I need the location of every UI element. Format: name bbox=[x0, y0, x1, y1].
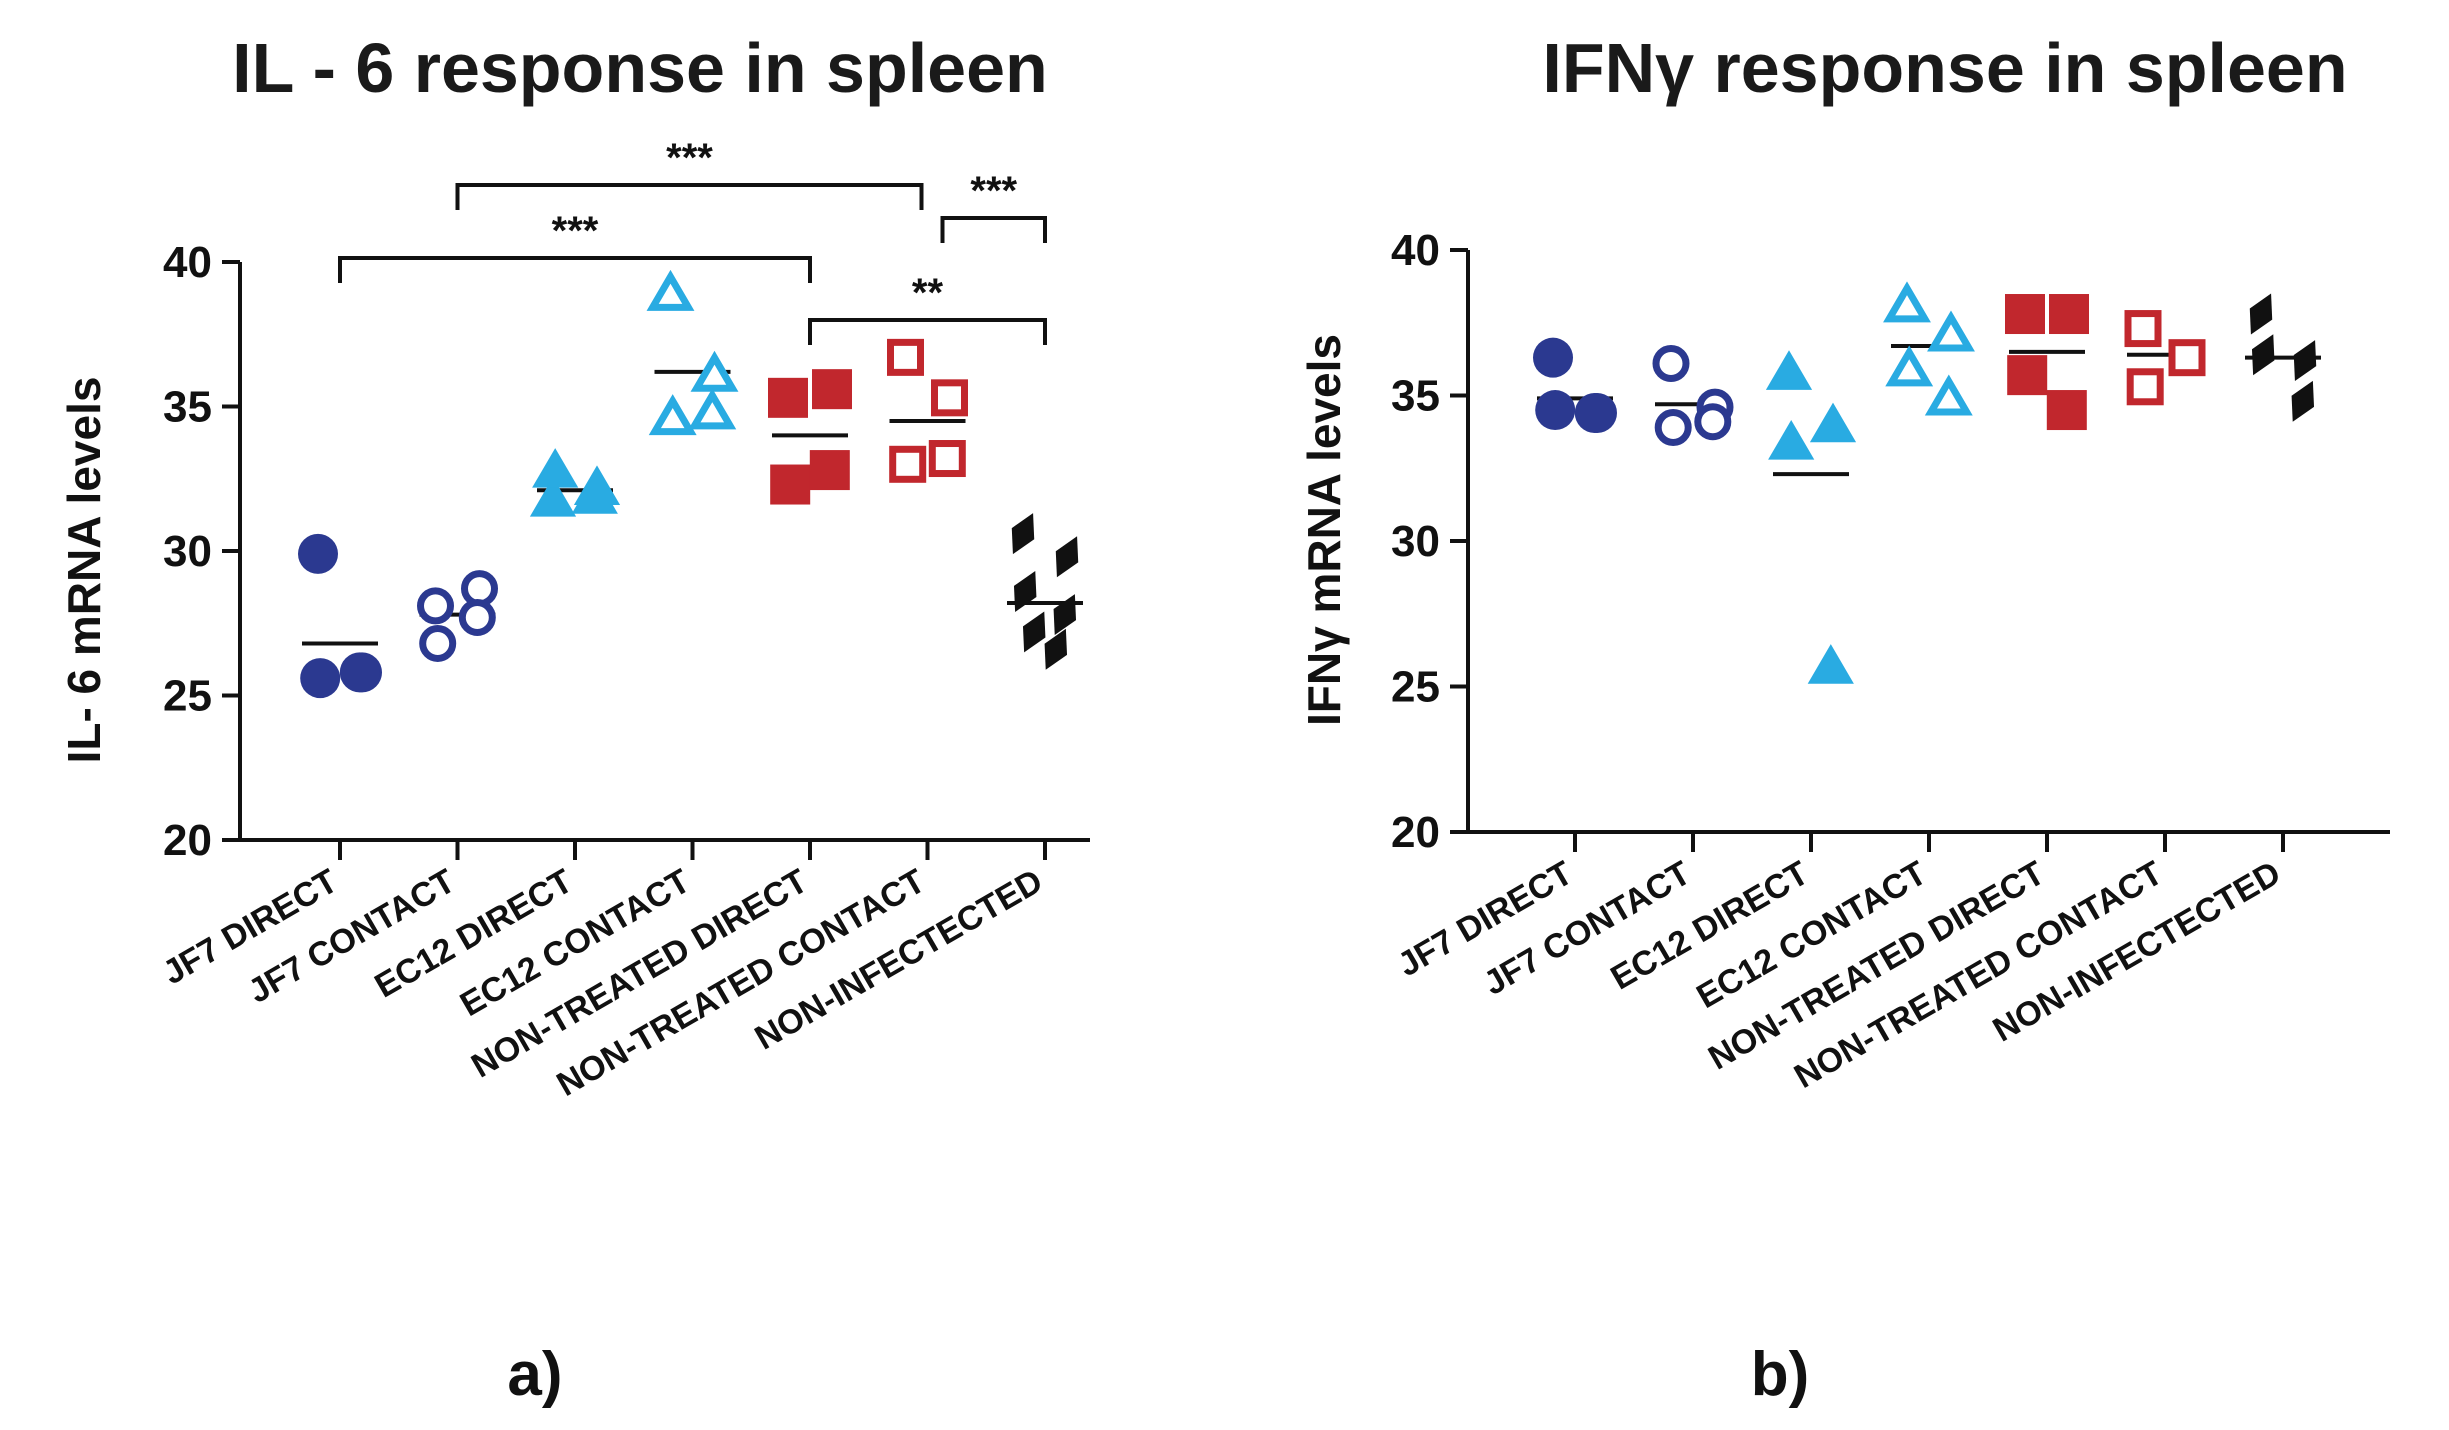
y-tick-label: 35 bbox=[1391, 372, 1440, 421]
point-non-infectected bbox=[1013, 570, 1037, 612]
y-tick-label: 30 bbox=[163, 527, 212, 576]
point-ec12-contact bbox=[690, 350, 739, 392]
point-non-infectected bbox=[1055, 536, 1079, 578]
point-non-treated-contact bbox=[2168, 339, 2206, 377]
category-label-jf7-contact: JF7 CONTACT bbox=[1477, 854, 1697, 1003]
significance-bracket bbox=[808, 318, 1047, 345]
point-ec12-direct bbox=[1768, 420, 1815, 460]
point-non-treated-contact bbox=[2124, 310, 2162, 348]
y-tick-label: 40 bbox=[1391, 226, 1440, 275]
point-non-treated-contact bbox=[2126, 368, 2164, 406]
point-non-treated-contact bbox=[931, 379, 968, 417]
point-jf7-contact bbox=[458, 598, 496, 636]
point-ec12-direct bbox=[571, 474, 618, 514]
significance-label: *** bbox=[666, 136, 713, 180]
point-ec12-direct bbox=[529, 476, 577, 517]
data-points bbox=[1533, 281, 2317, 684]
point-non-treated-direct bbox=[2007, 355, 2048, 396]
point-jf7-direct bbox=[339, 652, 380, 693]
point-jf7-contact bbox=[1694, 403, 1732, 441]
point-non-treated-direct bbox=[2005, 294, 2045, 335]
point-non-treated-contact bbox=[887, 338, 924, 376]
y-ticks: 20 25 30 35 40 bbox=[1391, 226, 1468, 857]
point-jf7-direct bbox=[300, 658, 341, 699]
y-tick-label: 35 bbox=[163, 383, 212, 432]
point-jf7-direct bbox=[1533, 337, 1573, 378]
point-non-treated-direct bbox=[809, 450, 850, 491]
point-jf7-contact bbox=[1654, 409, 1692, 447]
panel-label-b: b) bbox=[1751, 1340, 1810, 1409]
significance-label: *** bbox=[970, 169, 1017, 213]
point-non-infectected bbox=[1044, 628, 1068, 670]
point-non-infectected bbox=[1011, 513, 1035, 555]
point-non-infectected bbox=[2249, 293, 2273, 335]
point-non-infectected bbox=[1022, 611, 1046, 653]
point-ec12-contact bbox=[1883, 281, 1931, 323]
point-non-infectected bbox=[2291, 380, 2315, 422]
y-tick-label: 25 bbox=[163, 672, 212, 721]
point-ec12-contact bbox=[1924, 374, 1973, 416]
significance-brackets: *********** bbox=[338, 136, 1047, 345]
point-ec12-contact bbox=[1927, 310, 1975, 352]
point-ec12-contact bbox=[648, 394, 697, 436]
point-non-treated-direct bbox=[2046, 390, 2087, 431]
point-non-infectected bbox=[1053, 594, 1077, 636]
point-non-treated-contact bbox=[889, 445, 927, 483]
point-jf7-contact bbox=[461, 570, 498, 608]
significance-bracket bbox=[940, 216, 1047, 243]
point-ec12-contact bbox=[688, 388, 737, 430]
significance-label: ** bbox=[912, 271, 944, 315]
y-axis-label: IFNγ mRNA levels bbox=[1298, 334, 1350, 726]
point-jf7-contact bbox=[1652, 344, 1690, 382]
category-label-jf7-contact: JF7 CONTACT bbox=[242, 862, 462, 1011]
point-non-treated-direct bbox=[768, 377, 808, 418]
point-ec12-contact bbox=[646, 269, 695, 311]
point-ec12-contact bbox=[1885, 345, 1934, 387]
point-ec12-direct bbox=[532, 448, 579, 488]
y-tick-label: 40 bbox=[163, 238, 212, 287]
point-jf7-direct bbox=[1574, 392, 1615, 433]
chart-title: IFNγ response in spleen bbox=[1542, 29, 2347, 107]
panel-a-il6: IL - 6 response in spleen IL- 6 mRNA lev… bbox=[58, 29, 1090, 1409]
y-ticks: 20 25 30 35 40 bbox=[163, 238, 240, 865]
data-points bbox=[298, 269, 1079, 699]
point-ec12-direct bbox=[1809, 402, 1857, 443]
significance-bracket bbox=[338, 256, 812, 283]
y-tick-label: 25 bbox=[1391, 663, 1440, 712]
point-non-infectected bbox=[2293, 340, 2317, 382]
chart-title: IL - 6 response in spleen bbox=[232, 29, 1048, 107]
point-jf7-contact bbox=[417, 587, 454, 625]
y-tick-label: 20 bbox=[163, 816, 212, 865]
y-tick-label: 20 bbox=[1391, 808, 1440, 857]
point-jf7-direct bbox=[298, 533, 338, 574]
panel-label-a: a) bbox=[507, 1340, 562, 1409]
point-ec12-direct bbox=[1765, 350, 1813, 390]
point-non-treated-direct bbox=[770, 464, 811, 505]
panel-b-ifng: IFNγ response in spleen IFNγ mRNA levels… bbox=[1298, 29, 2390, 1409]
y-axis-label: IL- 6 mRNA levels bbox=[58, 377, 110, 764]
point-non-treated-direct bbox=[2049, 294, 2089, 335]
point-non-infectected bbox=[2251, 334, 2275, 376]
point-jf7-direct bbox=[1535, 390, 1576, 431]
point-non-treated-direct bbox=[812, 369, 852, 410]
significance-label: *** bbox=[552, 209, 599, 253]
point-jf7-contact bbox=[419, 624, 457, 662]
y-tick-label: 30 bbox=[1391, 517, 1440, 566]
point-ec12-direct bbox=[1807, 644, 1854, 684]
significance-bracket bbox=[455, 183, 924, 210]
point-non-treated-contact bbox=[928, 440, 966, 478]
